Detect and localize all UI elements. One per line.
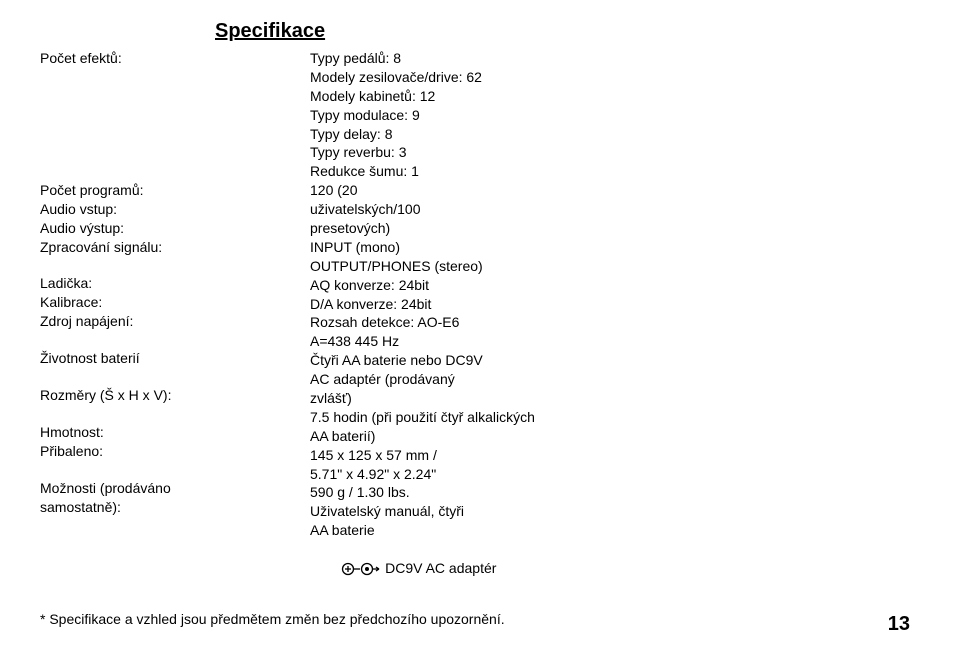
- value-amp-drive: Modely zesilovače/drive: 62: [310, 68, 900, 87]
- value-included-2: AA baterie: [310, 521, 900, 540]
- value-weight: 590 g / 1.30 lbs.: [310, 483, 900, 502]
- value-noise-reduction: Redukce šumu: 1: [310, 162, 900, 181]
- label-audio-input: Audio vstup:: [40, 200, 310, 219]
- value-ad-conversion: AQ konverze: 24bit: [310, 276, 900, 295]
- value-cabinet: Modely kabinetů: 12: [310, 87, 900, 106]
- value-programs-1: 120 (20: [310, 181, 900, 200]
- label-included: Přibaleno:: [40, 442, 310, 461]
- label-tuner: Ladička:: [40, 274, 310, 293]
- label-weight: Hmotnost:: [40, 423, 310, 442]
- value-battery-2: AA baterií): [310, 427, 900, 446]
- value-output: OUTPUT/PHONES (stereo): [310, 257, 900, 276]
- value-reverb: Typy reverbu: 3: [310, 143, 900, 162]
- label-effects-count: Počet efektů:: [40, 49, 310, 68]
- value-battery-1: 7.5 hodin (při použití čtyř alkalických: [310, 408, 900, 427]
- label-calibration: Kalibrace:: [40, 293, 310, 312]
- polarity-icon: [341, 562, 381, 576]
- label-audio-output: Audio výstup:: [40, 219, 310, 238]
- value-da-conversion: D/A konverze: 24bit: [310, 295, 900, 314]
- value-delay: Typy delay: 8: [310, 125, 900, 144]
- label-battery-life: Životnost baterií: [40, 349, 310, 368]
- value-dim-1: 145 x 125 x 57 mm /: [310, 446, 900, 465]
- label-programs-count: Počet programů:: [40, 181, 310, 200]
- value-adapter-row: DC9V AC adaptér: [310, 540, 900, 597]
- value-input: INPUT (mono): [310, 238, 900, 257]
- page-title: Specifikace: [215, 20, 325, 42]
- value-adapter-text: DC9V AC adaptér: [385, 560, 496, 576]
- value-included-1: Uživatelský manuál, čtyři: [310, 502, 900, 521]
- footnote: * Specifikace a vzhled jsou předmětem zm…: [40, 611, 900, 627]
- value-power-3: zvlášť): [310, 389, 900, 408]
- label-options: Možnosti (prodáváno samostatně):: [40, 479, 310, 517]
- values-column: Typy pedálů: 8 Modely zesilovače/drive: …: [310, 49, 900, 597]
- value-programs-2: uživatelských/100: [310, 200, 900, 219]
- value-power-1: Čtyři AA baterie nebo DC9V: [310, 351, 900, 370]
- labels-column: Počet efektů: Počet programů: Audio vstu…: [40, 49, 310, 516]
- spec-columns: Počet efektů: Počet programů: Audio vstu…: [40, 49, 900, 597]
- value-dim-2: 5.71" x 4.92" x 2.24": [310, 465, 900, 484]
- value-pedal-types: Typy pedálů: 8: [310, 49, 900, 68]
- label-signal-processing: Zpracování signálu:: [40, 238, 310, 257]
- label-power-source: Zdroj napájení:: [40, 312, 310, 331]
- page-number: 13: [888, 613, 910, 636]
- value-detection-range: Rozsah detekce: AO-E6: [310, 313, 900, 332]
- value-calibration-value: A=438 445 Hz: [310, 332, 900, 351]
- label-dimensions: Rozměry (Š x H x V):: [40, 386, 310, 405]
- value-programs-3: presetových): [310, 219, 900, 238]
- value-modulation: Typy modulace: 9: [310, 106, 900, 125]
- value-power-2: AC adaptér (prodávaný: [310, 370, 900, 389]
